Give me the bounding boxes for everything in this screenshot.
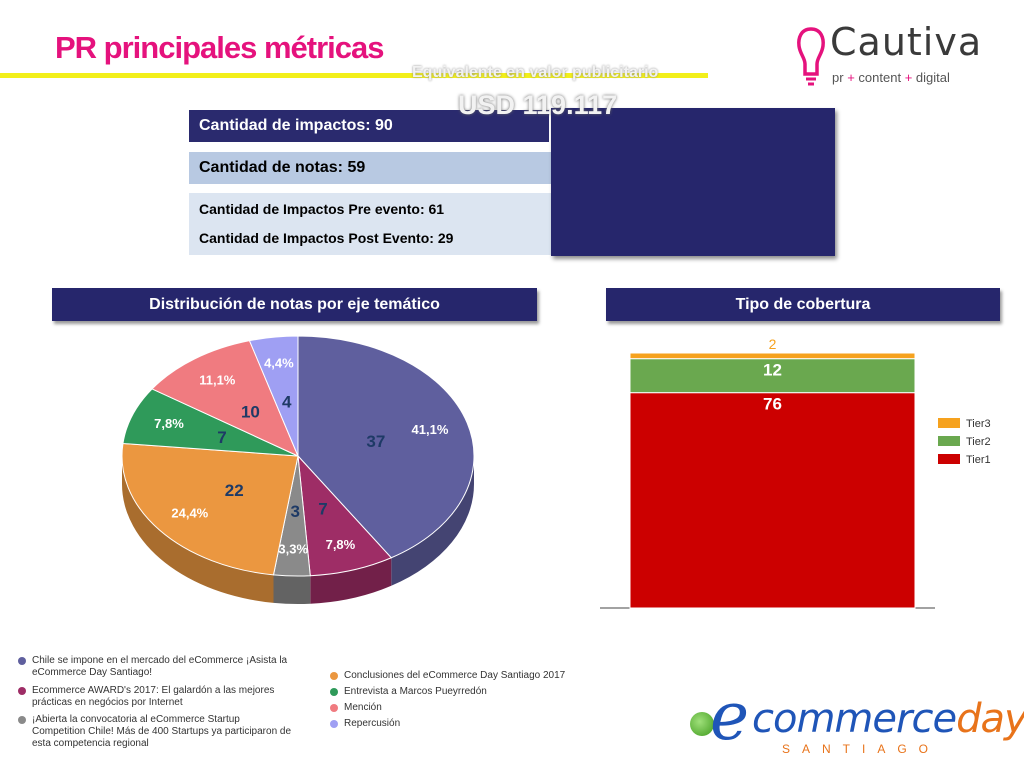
legend-dot <box>330 688 338 696</box>
legend-item: Chile se impone en el mercado del eComme… <box>18 655 293 679</box>
pie-percent-label: 7,8% <box>154 416 184 431</box>
legend-swatch <box>938 418 960 428</box>
bar-section-header: Tipo de cobertura <box>606 288 1000 321</box>
valor-panel <box>551 108 835 256</box>
pie-count-label: 37 <box>366 432 385 451</box>
pie-slice <box>297 335 475 559</box>
pie-slice-side <box>122 456 274 603</box>
logo-wordmark: Cautiva <box>830 20 983 64</box>
legend-swatch <box>938 436 960 446</box>
bar-data-label: 12 <box>763 361 782 380</box>
legend-item: Entrevista a Marcos Pueyrredón <box>330 686 487 698</box>
pie-percent-label: 41,1% <box>412 422 449 437</box>
impactos-box: Cantidad de impactos: 90 <box>189 110 549 142</box>
logo-wordmark-ecommerce: commerceday <box>752 696 1024 742</box>
pie-count-label: 7 <box>217 428 226 447</box>
globe-icon <box>690 712 714 736</box>
legend-label: Tier3 <box>966 418 991 430</box>
legend-item: ¡Abierta la convocatoria al eCommerce St… <box>18 714 293 750</box>
logo-tagline: pr + content + digital <box>832 70 950 85</box>
bar-segment-tier3 <box>629 352 916 360</box>
pie-slice-side <box>310 557 392 604</box>
pie-percent-label: 4,4% <box>264 355 294 370</box>
bar-data-label: 76 <box>763 395 782 414</box>
pie-chart: 41,1% 37 7,8% 7 3,3% 3 24,4% 22 7,8% 7 11,1% 10 4,4%… <box>121 335 475 604</box>
legend-item: Ecommerce AWARD's 2017: El galardón a la… <box>18 685 293 709</box>
pie-percent-label: 11,1% <box>199 372 236 387</box>
post-evento-text: Cantidad de Impactos Post Evento: 29 <box>199 230 454 246</box>
logo-e: e <box>710 678 750 755</box>
pie-percent-label: 3,3% <box>278 542 308 557</box>
legend-item: Mención <box>330 702 382 714</box>
bar-chart: 76 12 2 Tier3 Tier2 Tier1 <box>600 336 991 609</box>
pie-count-label: 3 <box>290 502 299 521</box>
legend-dot <box>330 704 338 712</box>
valor-caption: Equivalente en valor publicitario <box>412 64 659 81</box>
legend-item: Conclusiones del eCommerce Day Santiago … <box>330 670 565 682</box>
pie-percent-label: 7,8% <box>326 537 356 552</box>
pie-count-label: 10 <box>241 402 260 421</box>
pre-evento-text: Cantidad de Impactos Pre evento: 61 <box>199 201 445 217</box>
title-underline <box>0 73 708 78</box>
legend-dot <box>18 657 26 665</box>
pie-slice-side <box>391 456 474 586</box>
pie-count-label: 22 <box>225 481 244 500</box>
legend-item: Repercusión <box>330 718 400 730</box>
legend-dot <box>330 672 338 680</box>
bar-segment-tier2 <box>629 358 916 394</box>
legend-swatch <box>938 454 960 464</box>
pie-count-label: 7 <box>318 499 327 518</box>
page-title: PR principales métricas <box>55 30 384 65</box>
ecommerce-day-logo: e commerceday SANTIAGO <box>690 678 1024 764</box>
legend-dot <box>330 720 338 728</box>
pie-slice <box>248 335 299 457</box>
pie-slice <box>121 442 299 576</box>
pie-section-header: Distribución de notas por eje temático <box>52 288 537 321</box>
legend-label: Tier2 <box>966 436 991 448</box>
legend-dot <box>18 687 26 695</box>
lightbulb-icon <box>797 27 825 86</box>
pie-percent-label: 24,4% <box>171 506 208 521</box>
legend-label: Tier1 <box>966 454 991 466</box>
valor-amount: USD 119.117 <box>458 90 618 120</box>
cautiva-logo: Cautiva pr + content + digital <box>796 20 996 88</box>
logo-city: SANTIAGO <box>782 742 941 756</box>
impactos-split-box: Cantidad de Impactos Pre evento: 61 Cant… <box>189 193 551 255</box>
notas-box: Cantidad de notas: 59 <box>189 152 551 184</box>
bar-segment-tier1 <box>629 392 916 609</box>
legend-dot <box>18 716 26 724</box>
pie-count-label: 4 <box>282 392 292 411</box>
bar-data-label: 2 <box>769 336 777 352</box>
pie-slice-side <box>273 574 311 604</box>
